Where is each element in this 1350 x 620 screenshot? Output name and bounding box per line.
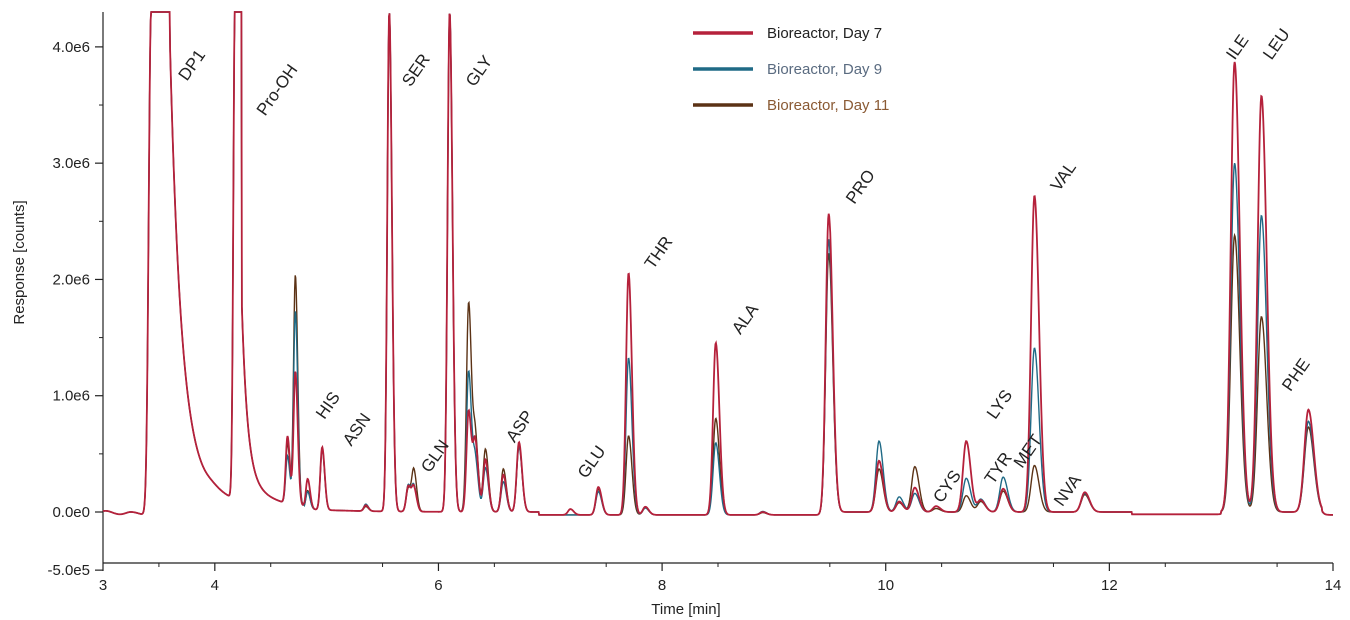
y-tick-label: 0.0e0 xyxy=(52,504,90,521)
legend-item-day11: Bioreactor, Day 11 xyxy=(693,97,889,114)
legend-item-day9: Bioreactor, Day 9 xyxy=(693,61,882,78)
peak-label: ALA xyxy=(728,300,762,338)
legend-label-day7: Bioreactor, Day 7 xyxy=(767,25,882,42)
x-tick-label: 6 xyxy=(434,577,442,594)
peak-label: LEU xyxy=(1259,25,1294,63)
y-tick-label: 1.0e6 xyxy=(52,388,90,405)
peak-label: Pro-OH xyxy=(253,61,302,119)
y-tick-label: 2.0e6 xyxy=(52,271,90,288)
peak-label: ASP xyxy=(502,407,537,446)
x-tick-label: 12 xyxy=(1101,577,1118,594)
peak-label: SER xyxy=(398,50,434,90)
peak-label: GLY xyxy=(462,52,496,90)
peak-label: GLU xyxy=(574,442,610,482)
y-ticks: -5.0e5 0.0e0 1.0e6 2.0e6 3.0e6 4.0e6 xyxy=(47,39,103,579)
x-axis-title: Time [min] xyxy=(651,601,720,618)
peak-label: VAL xyxy=(1047,158,1080,194)
peak-label: THR xyxy=(641,233,677,273)
x-ticks: 3 4 6 8 10 12 14 xyxy=(99,563,1342,594)
peak-labels: DP1 Pro-OHHISASNSERGLNGLYASPGLUTHRALAPROC… xyxy=(175,25,1314,509)
peak-label: PHE xyxy=(1278,355,1314,395)
peak-label: LYS xyxy=(983,386,1016,422)
x-tick-label: 3 xyxy=(99,577,107,594)
legend-label-day9: Bioreactor, Day 9 xyxy=(767,61,882,78)
y-axis-title: Response [counts] xyxy=(11,200,28,324)
legend: Bioreactor, Day 7 Bioreactor, Day 9 Bior… xyxy=(693,25,889,114)
axes xyxy=(102,12,1333,564)
peak-label: GLN xyxy=(417,436,453,476)
peak-label: HIS xyxy=(312,388,344,422)
x-tick-label: 10 xyxy=(877,577,894,594)
peak-label: PRO xyxy=(842,166,879,207)
series-line-0 xyxy=(102,11,1333,516)
y-tick-label: 4.0e6 xyxy=(52,39,90,56)
peak-label: TYR xyxy=(981,449,1016,488)
peak-label: ILE xyxy=(1222,31,1252,63)
legend-item-day7: Bioreactor, Day 7 xyxy=(693,25,882,42)
y-tick-label: -5.0e5 xyxy=(47,562,90,579)
x-tick-label: 8 xyxy=(658,577,666,594)
x-tick-label: 4 xyxy=(211,577,219,594)
legend-label-day11: Bioreactor, Day 11 xyxy=(767,97,889,114)
peak-label: ASN xyxy=(339,410,375,450)
series-layer xyxy=(102,11,1333,516)
y-tick-label: 3.0e6 xyxy=(52,155,90,172)
peak-label: DP1 xyxy=(175,46,210,84)
x-tick-label: 14 xyxy=(1325,577,1342,594)
